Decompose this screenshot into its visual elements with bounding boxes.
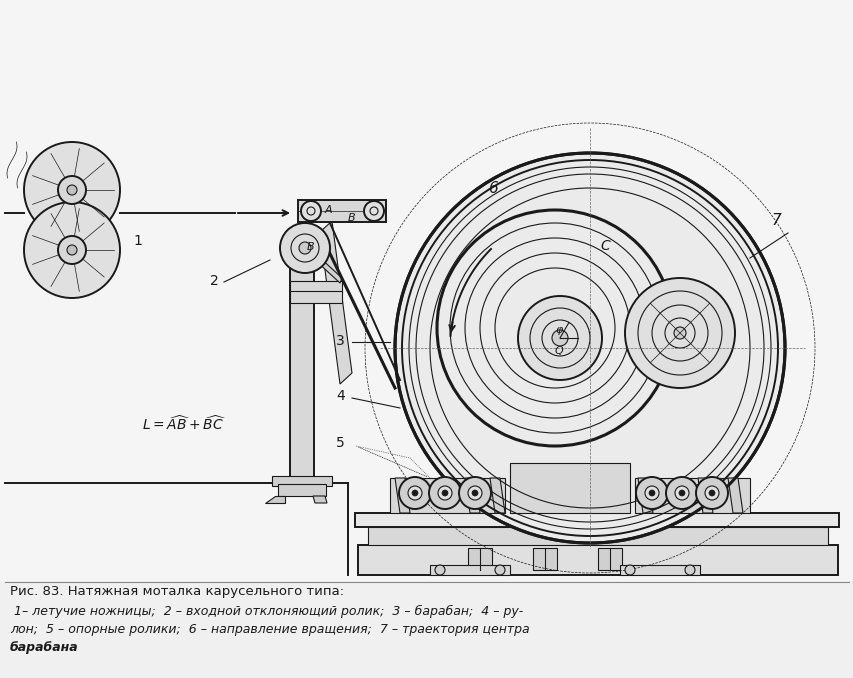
Text: 2: 2 (210, 274, 218, 288)
Text: 1: 1 (133, 234, 142, 248)
Text: 4: 4 (335, 389, 345, 403)
Text: лон;  5 – опорные ролики;  6 – направление вращения;  7 – траектория центра: лон; 5 – опорные ролики; 6 – направление… (10, 623, 529, 636)
Circle shape (299, 242, 310, 254)
Text: Рис. 83. Натяжная моталка карусельного типа:: Рис. 83. Натяжная моталка карусельного т… (10, 585, 344, 598)
Circle shape (624, 565, 635, 575)
Circle shape (551, 330, 567, 346)
Bar (430, 565, 509, 575)
Circle shape (648, 490, 654, 496)
Bar (290, 281, 341, 293)
Polygon shape (464, 478, 479, 513)
Circle shape (518, 296, 601, 380)
Polygon shape (490, 478, 504, 513)
Text: 5: 5 (335, 436, 345, 450)
Bar (467, 548, 491, 570)
Polygon shape (395, 478, 409, 513)
Text: 6: 6 (487, 181, 497, 196)
Bar (619, 565, 699, 575)
Polygon shape (264, 496, 285, 503)
Polygon shape (313, 496, 327, 503)
Bar (0, 581, 853, 678)
Polygon shape (727, 478, 742, 513)
Text: Q: Q (554, 346, 563, 356)
Circle shape (472, 490, 478, 496)
Bar (509, 463, 630, 513)
Text: 7: 7 (771, 213, 780, 228)
Text: C: C (600, 239, 609, 253)
Circle shape (624, 278, 734, 388)
Circle shape (673, 327, 685, 339)
Circle shape (674, 486, 688, 500)
Circle shape (280, 223, 329, 273)
Circle shape (495, 565, 504, 575)
Bar (635, 478, 749, 513)
Text: φ: φ (554, 325, 562, 335)
Circle shape (411, 490, 417, 496)
Circle shape (398, 477, 431, 509)
Bar (290, 248, 314, 483)
Circle shape (428, 477, 461, 509)
Text: A: A (325, 205, 332, 215)
Bar (355, 513, 838, 527)
Bar (290, 291, 341, 303)
Bar (278, 484, 326, 496)
Text: B: B (306, 242, 314, 252)
Circle shape (442, 490, 448, 496)
Bar (532, 548, 556, 570)
Circle shape (24, 142, 120, 238)
Circle shape (705, 486, 718, 500)
Polygon shape (302, 243, 341, 283)
Text: барабана: барабана (10, 641, 78, 654)
Bar (368, 527, 827, 545)
Circle shape (24, 202, 120, 298)
Bar (390, 478, 504, 513)
Text: B: B (347, 213, 355, 223)
Circle shape (300, 201, 321, 221)
Circle shape (408, 486, 421, 500)
Circle shape (58, 236, 86, 264)
Circle shape (67, 185, 77, 195)
Bar (0, 0, 853, 583)
Bar (272, 476, 332, 486)
Circle shape (438, 486, 451, 500)
Circle shape (395, 153, 784, 543)
Bar (597, 548, 621, 570)
Circle shape (665, 477, 697, 509)
Bar (298, 200, 386, 222)
Circle shape (434, 565, 444, 575)
Circle shape (708, 490, 714, 496)
Circle shape (678, 490, 684, 496)
Bar (357, 545, 837, 575)
Circle shape (644, 486, 659, 500)
Text: $L = \widehat{AB} + \widehat{BC}$: $L = \widehat{AB} + \widehat{BC}$ (142, 414, 227, 433)
Text: 3: 3 (335, 334, 345, 348)
Circle shape (635, 477, 667, 509)
Circle shape (458, 477, 490, 509)
Polygon shape (697, 478, 712, 513)
Polygon shape (320, 221, 351, 384)
Circle shape (58, 176, 86, 204)
Circle shape (67, 245, 77, 255)
Circle shape (684, 565, 694, 575)
Circle shape (467, 486, 481, 500)
Circle shape (363, 201, 384, 221)
Text: 1– летучие ножницы;  2 – входной отклоняющий ролик;  3 – барабан;  4 – ру-: 1– летучие ножницы; 2 – входной отклоняю… (10, 605, 523, 618)
Circle shape (695, 477, 727, 509)
Polygon shape (637, 478, 653, 513)
